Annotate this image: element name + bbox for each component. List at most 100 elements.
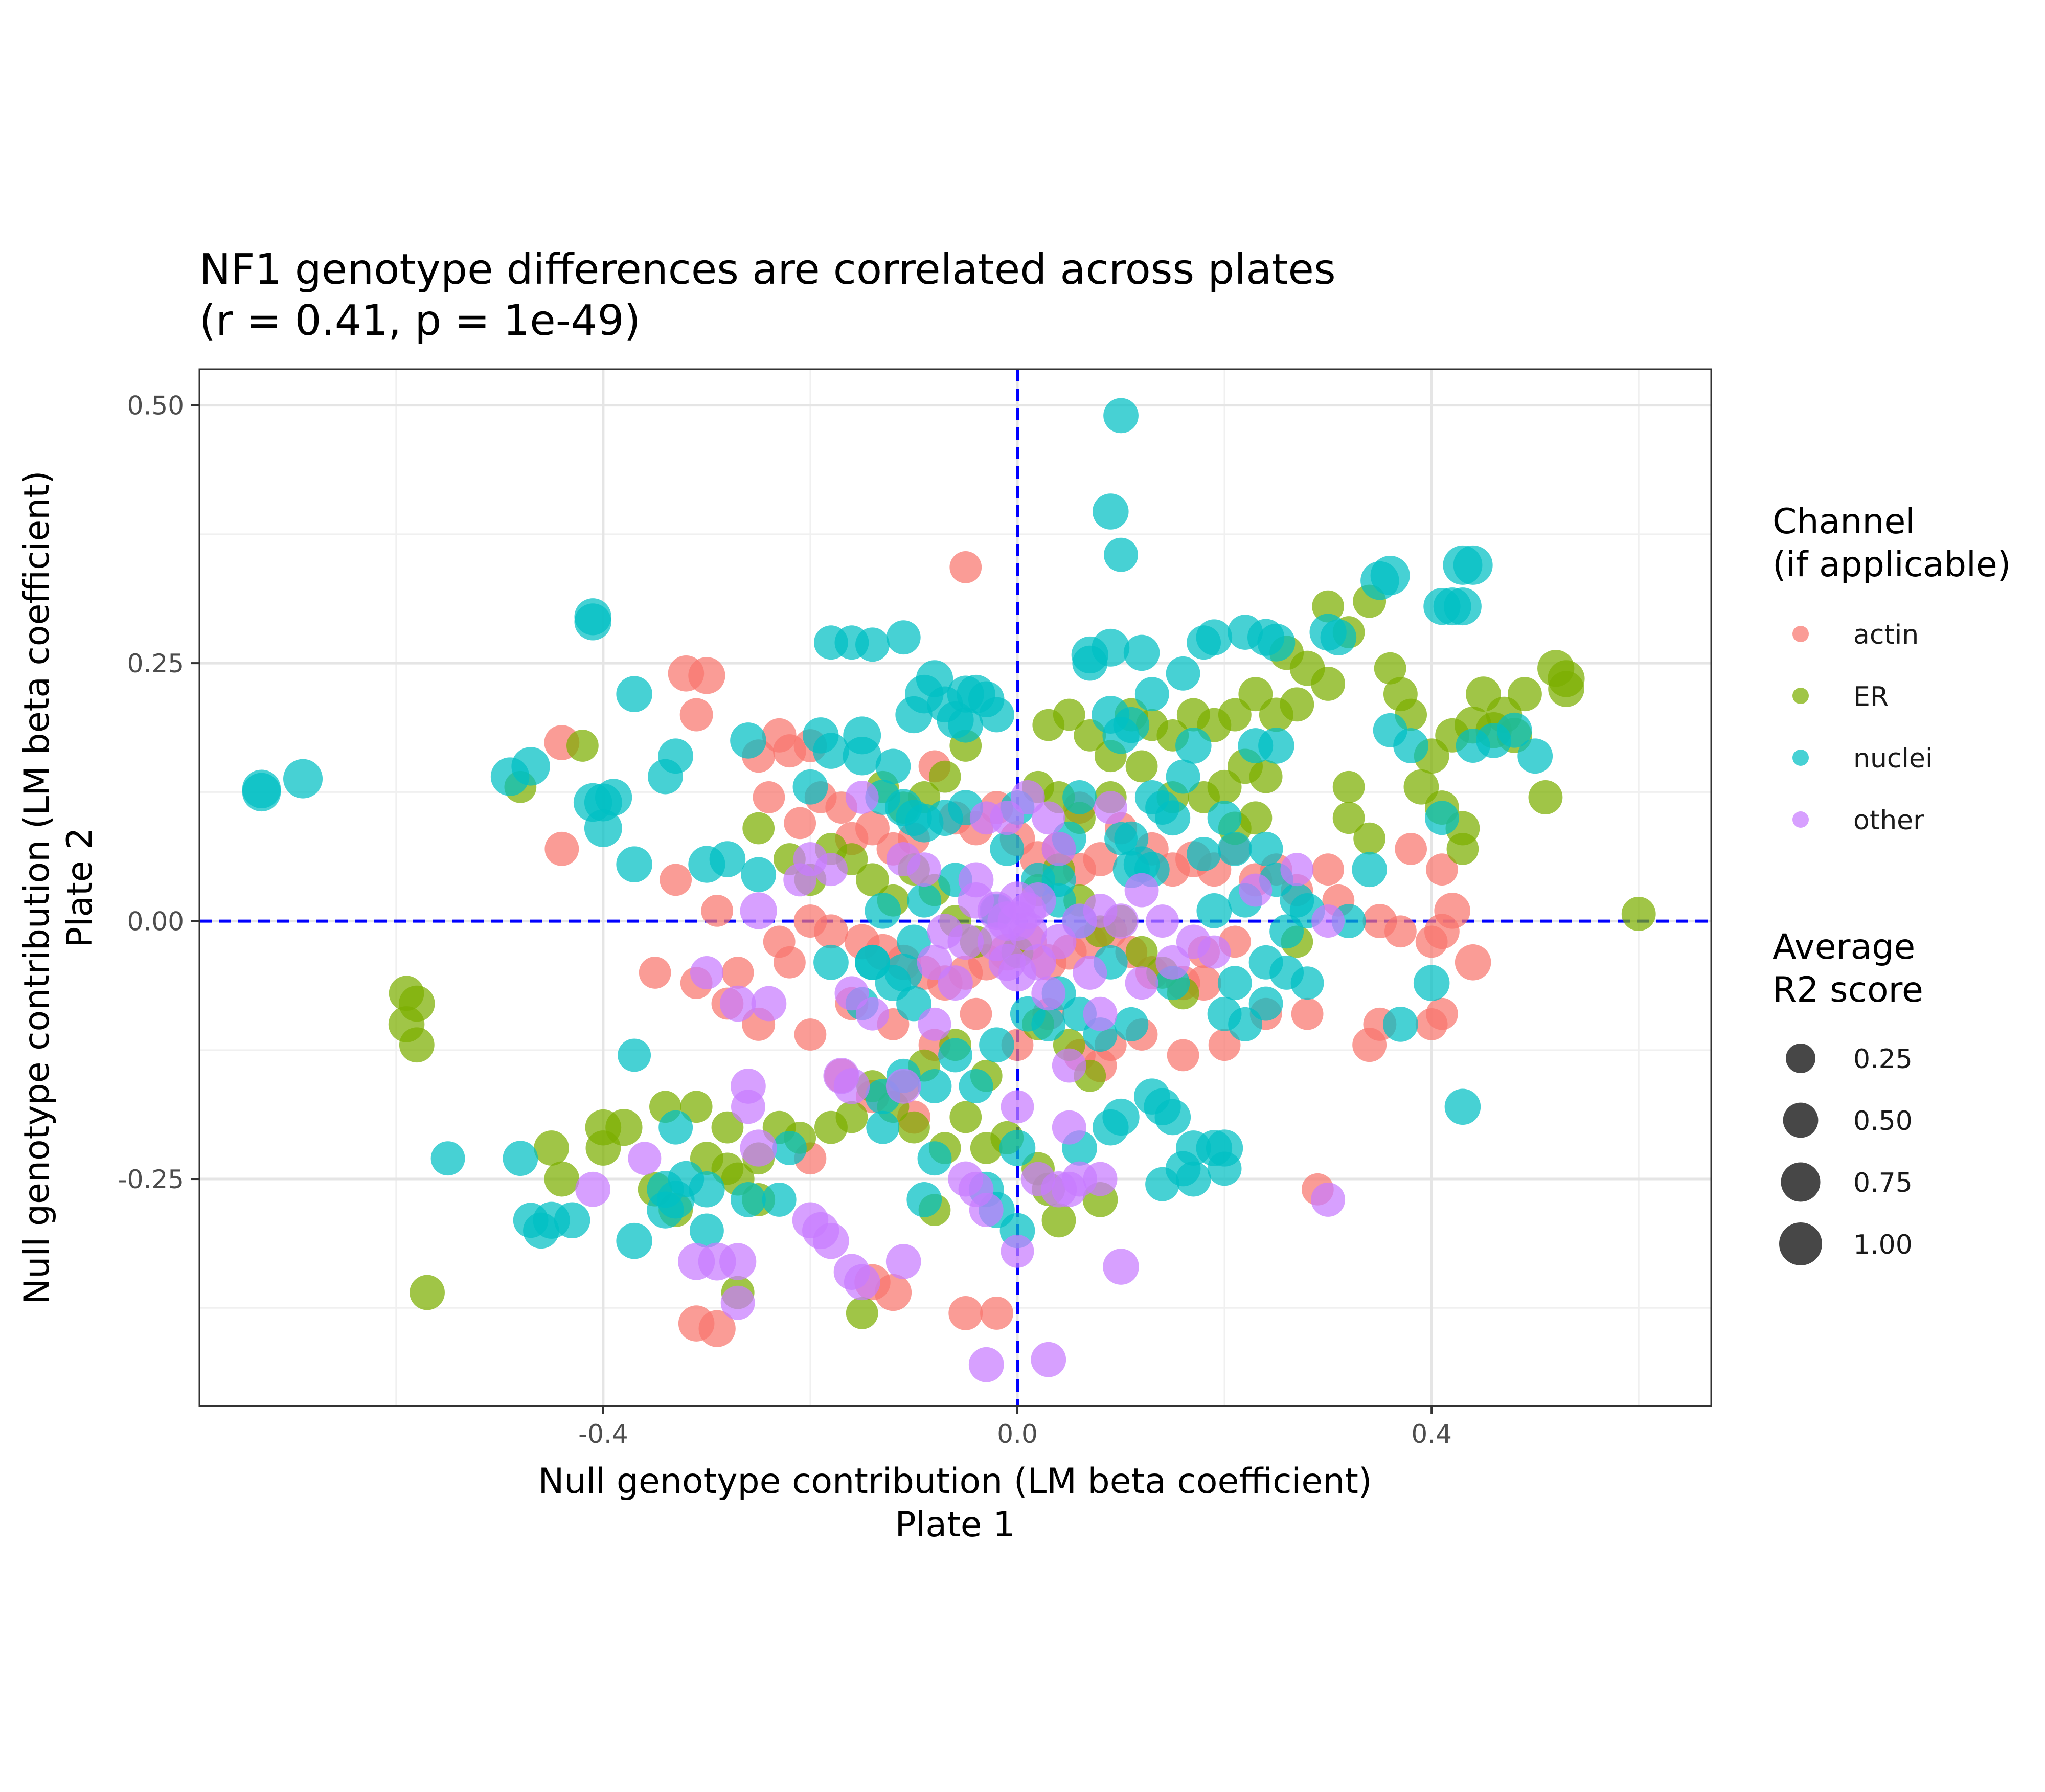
legend-key-actin — [1792, 626, 1809, 642]
point-actin — [721, 957, 754, 989]
y-tick-label: 0.25 — [127, 649, 184, 678]
plot-border — [198, 368, 1712, 1407]
point-other — [886, 842, 921, 876]
point-other — [814, 853, 848, 887]
point-other — [719, 985, 756, 1022]
point-nuclei — [937, 701, 974, 739]
point-actin — [949, 551, 982, 583]
point-other — [628, 1142, 662, 1175]
legend-key-nuclei — [1792, 750, 1809, 766]
point-other — [1001, 1090, 1034, 1124]
point-nuclei — [762, 1182, 797, 1217]
point-ER — [534, 1130, 570, 1166]
x-axis-title-line-1: Null genotype contribution (LM beta coef… — [538, 1461, 1372, 1502]
point-ER — [1528, 780, 1563, 814]
point-nuclei — [430, 1141, 465, 1176]
point-other — [1052, 1048, 1086, 1083]
point-ER — [742, 812, 775, 845]
point-actin — [855, 811, 890, 846]
point-nuclei — [1123, 634, 1160, 671]
point-actin — [814, 914, 848, 949]
size-legend-label: 0.25 — [1853, 1044, 1913, 1075]
point-nuclei — [283, 759, 323, 799]
size-legend-key — [1786, 1044, 1815, 1073]
size-legend-title-line-2: R2 score — [1773, 970, 1923, 1010]
point-other — [969, 801, 1003, 835]
point-other — [720, 1285, 755, 1320]
size-legend-key — [1781, 1162, 1821, 1202]
point-nuclei — [242, 769, 281, 809]
size-legend-label: 1.00 — [1853, 1230, 1913, 1260]
point-actin — [1208, 1029, 1241, 1061]
point-ER — [1259, 697, 1293, 732]
color-legend: actin ER nuclei other — [1792, 620, 1933, 836]
point-other — [1031, 1342, 1066, 1377]
point-nuclei — [875, 748, 911, 784]
point-nuclei — [1145, 1167, 1180, 1201]
point-ER — [1238, 677, 1273, 712]
point-nuclei — [1228, 615, 1263, 650]
point-nuclei — [1453, 545, 1493, 585]
point-ER — [1125, 750, 1158, 783]
point-nuclei — [616, 676, 652, 712]
point-nuclei — [1134, 677, 1169, 712]
point-nuclei — [1187, 625, 1221, 660]
point-nuclei — [979, 697, 1014, 733]
point-actin — [874, 1274, 912, 1311]
point-nuclei — [1423, 587, 1461, 625]
x-tick-label: 0.0 — [997, 1419, 1038, 1449]
point-nuclei — [616, 846, 652, 882]
point-nuclei — [999, 1130, 1036, 1166]
size-legend: 0.25 0.50 0.75 1.00 — [1779, 1044, 1913, 1265]
point-other — [690, 956, 723, 989]
point-other — [813, 1222, 849, 1259]
point-other — [1280, 853, 1314, 887]
y-tick-label: 0.00 — [127, 907, 184, 937]
point-nuclei — [802, 717, 839, 754]
point-nuclei — [647, 1191, 684, 1229]
point-nuclei — [1517, 738, 1553, 774]
point-other — [1031, 976, 1066, 1011]
point-other — [1083, 996, 1118, 1031]
point-nuclei — [1062, 780, 1097, 814]
point-other — [1001, 1234, 1034, 1268]
point-nuclei — [1154, 1099, 1191, 1136]
point-other — [1052, 1110, 1086, 1145]
point-nuclei — [1352, 852, 1388, 888]
point-ER — [1507, 677, 1542, 712]
point-other — [1083, 1162, 1118, 1196]
chart-title-line-1: NF1 genotype differences are correlated … — [199, 245, 1336, 294]
point-ER — [1176, 698, 1210, 732]
point-nuclei — [865, 893, 901, 929]
point-other — [719, 1243, 757, 1280]
point-other — [1124, 873, 1159, 908]
point-ER — [566, 730, 599, 762]
point-actin — [753, 781, 785, 813]
point-other — [1197, 935, 1231, 969]
point-nuclei — [689, 1171, 725, 1208]
legend-item-other: other — [1792, 805, 1924, 836]
point-other — [918, 1007, 951, 1041]
series-other — [575, 780, 1346, 1382]
point-actin — [1167, 1039, 1199, 1072]
y-axis-title-line-1: Null genotype contribution (LM beta coef… — [17, 471, 57, 1305]
point-actin — [701, 895, 734, 927]
point-actin — [784, 807, 816, 840]
point-nuclei — [1456, 729, 1490, 763]
point-other — [1146, 904, 1179, 938]
point-other — [845, 780, 879, 814]
point-other — [1125, 966, 1158, 1000]
point-nuclei — [1217, 966, 1252, 1001]
point-nuclei — [1166, 759, 1200, 794]
point-other — [969, 1193, 1004, 1228]
point-nuclei — [741, 857, 777, 893]
point-other — [1311, 904, 1345, 938]
point-nuclei — [886, 620, 921, 655]
point-other — [833, 1068, 870, 1104]
color-legend-title-line-1: Channel — [1773, 502, 1915, 542]
point-nuclei — [906, 1182, 942, 1217]
point-nuclei — [866, 1110, 900, 1144]
point-nuclei — [1228, 1007, 1263, 1041]
point-other — [958, 862, 994, 898]
